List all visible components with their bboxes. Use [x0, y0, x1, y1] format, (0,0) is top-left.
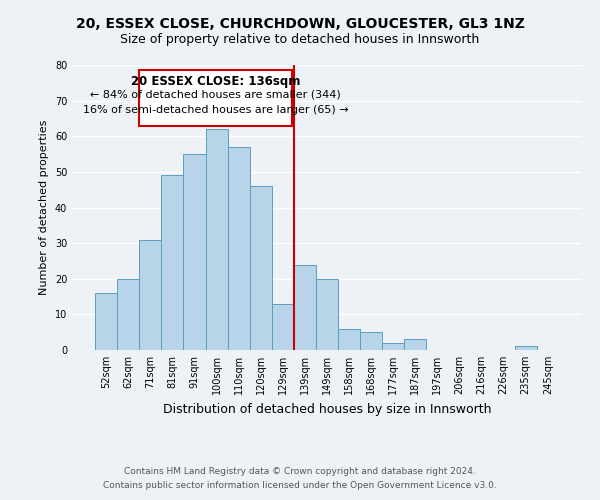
- Bar: [206, 129, 227, 350]
- Bar: [294, 264, 316, 350]
- Text: Contains public sector information licensed under the Open Government Licence v3: Contains public sector information licen…: [103, 481, 497, 490]
- Bar: [161, 176, 184, 350]
- Bar: [316, 279, 338, 350]
- Bar: [139, 240, 161, 350]
- Text: Size of property relative to detached houses in Innsworth: Size of property relative to detached ho…: [121, 32, 479, 46]
- Bar: [184, 154, 206, 350]
- Text: 20, ESSEX CLOSE, CHURCHDOWN, GLOUCESTER, GL3 1NZ: 20, ESSEX CLOSE, CHURCHDOWN, GLOUCESTER,…: [76, 18, 524, 32]
- X-axis label: Distribution of detached houses by size in Innsworth: Distribution of detached houses by size …: [163, 402, 491, 415]
- Text: Contains HM Land Registry data © Crown copyright and database right 2024.: Contains HM Land Registry data © Crown c…: [124, 467, 476, 476]
- Bar: [404, 340, 427, 350]
- Bar: [272, 304, 294, 350]
- Bar: [338, 328, 360, 350]
- Bar: [382, 343, 404, 350]
- Y-axis label: Number of detached properties: Number of detached properties: [39, 120, 49, 295]
- Text: 20 ESSEX CLOSE: 136sqm: 20 ESSEX CLOSE: 136sqm: [131, 74, 300, 88]
- FancyBboxPatch shape: [139, 70, 292, 126]
- Bar: [227, 147, 250, 350]
- Bar: [95, 293, 117, 350]
- Bar: [360, 332, 382, 350]
- Bar: [250, 186, 272, 350]
- Text: 16% of semi-detached houses are larger (65) →: 16% of semi-detached houses are larger (…: [83, 106, 349, 116]
- Text: ← 84% of detached houses are smaller (344): ← 84% of detached houses are smaller (34…: [90, 90, 341, 100]
- Bar: [515, 346, 537, 350]
- Bar: [117, 279, 139, 350]
